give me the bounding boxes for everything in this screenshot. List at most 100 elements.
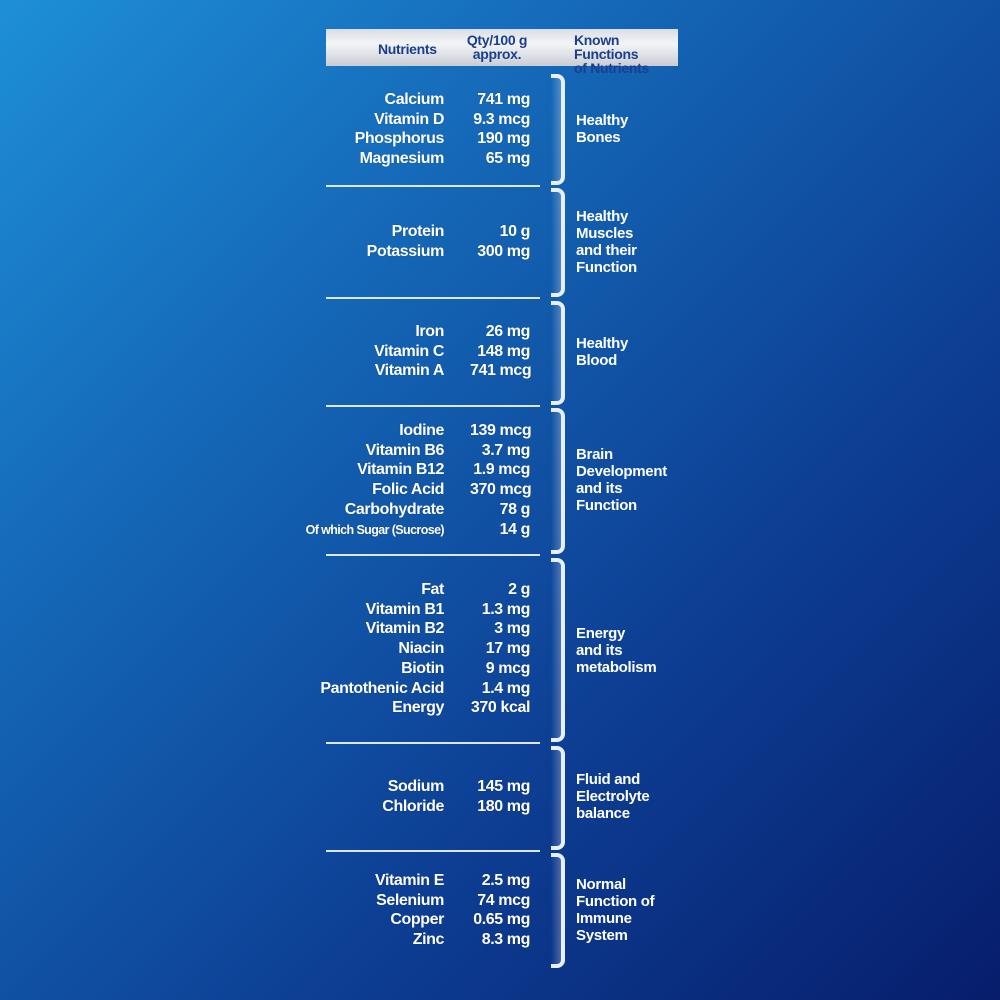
nutrient-row: Niacin 17 mg <box>244 639 530 659</box>
nutrient-name: Biotin <box>401 659 444 677</box>
nutrient-name: Vitamin A <box>374 362 445 380</box>
nutrient-name: Vitamin B12 <box>357 461 444 479</box>
function-line: Immune <box>576 910 632 927</box>
function-line: Development <box>576 463 667 480</box>
nutrient-row: Sodium 145 mg <box>244 777 531 797</box>
function-line: Function <box>576 259 637 276</box>
header-func-line1: Known Functions <box>574 32 639 62</box>
nutrient-name: Potassium <box>366 242 445 260</box>
function-line: balance <box>576 805 630 822</box>
nutrient-qty: 1.3 mg <box>481 600 531 618</box>
nutrient-qty: 26 mg <box>485 323 531 340</box>
nutrient-qty: 0.65 mg <box>473 911 530 929</box>
header-qty: Qty/100 g approx. <box>462 33 532 61</box>
nutrient-row: Iodine 139 mcg <box>244 421 531 441</box>
nutrient-name: Iron <box>415 323 444 340</box>
group-bracket <box>551 301 565 405</box>
function-label: Brain Development and its Function <box>576 446 686 514</box>
function-label: Healthy Bones <box>576 112 686 146</box>
function-line: Bones <box>576 129 621 146</box>
nutrient-row: Of which Sugar (Sucrose) 14 g <box>244 520 531 540</box>
nutrient-row: Vitamin B1 1.3 mg <box>244 600 531 620</box>
header-nutrients: Nutrients <box>378 41 437 57</box>
nutrient-qty: 3 mg <box>494 620 530 638</box>
function-line: Brain <box>576 446 613 463</box>
function-line: Normal <box>576 876 626 893</box>
nutrient-qty: 78 g <box>499 500 531 518</box>
nutrient-row: Iron 26 mg <box>244 322 530 342</box>
nutrient-qty: 139 mcg <box>470 422 532 439</box>
function-line: Muscles <box>576 225 634 242</box>
nutrient-qty: 14 g <box>499 520 531 538</box>
nutrient-qty: 9.3 mcg <box>473 110 530 128</box>
group-bracket <box>551 558 565 742</box>
nutrient-name: Vitamin B2 <box>365 620 445 638</box>
function-label: Fluid and Electrolyte balance <box>576 771 686 822</box>
group-bracket <box>551 746 565 850</box>
nutrient-row: Folic Acid 370 mcg <box>244 480 532 500</box>
header-qty-line2: approx. <box>472 46 522 62</box>
nutrient-name: Vitamin B1 <box>365 600 445 618</box>
nutrient-row: Zinc 8.3 mg <box>244 930 531 950</box>
nutrient-name: Vitamin C <box>374 342 444 360</box>
nutrient-row: Calcium 741 mg <box>244 90 531 110</box>
function-label: Normal Function of Immune System <box>576 876 686 944</box>
group-bracket <box>551 74 565 185</box>
nutrient-qty: 65 mg <box>485 150 531 168</box>
nutrient-name: Protein <box>391 223 445 240</box>
nutrient-row: Vitamin B12 1.9 mcg <box>244 460 530 480</box>
function-line: Energy <box>576 625 626 642</box>
function-line: Function of <box>576 893 655 910</box>
nutrient-row: Carbohydrate 78 g <box>244 500 531 520</box>
nutrient-row: Energy 370 kcal <box>244 698 530 718</box>
function-line: Healthy <box>576 335 629 352</box>
nutrient-qty: 370 kcal <box>470 699 530 717</box>
nutrient-name: Sodium <box>387 778 445 795</box>
function-line: Healthy <box>576 208 629 225</box>
nutrient-qty: 741 mg <box>477 91 530 108</box>
nutrient-qty: 180 mg <box>477 797 530 815</box>
nutrient-name: Of which Sugar (Sucrose) <box>305 522 445 537</box>
nutrient-row: Pantothenic Acid 1.4 mg <box>244 679 530 699</box>
group-divider <box>326 405 540 407</box>
group-bracket <box>551 188 565 297</box>
nutrient-name: Selenium <box>376 891 444 909</box>
nutrient-name: Chloride <box>382 797 444 815</box>
nutrient-qty: 74 mcg <box>477 891 530 909</box>
function-line: and its <box>576 480 623 497</box>
nutrient-name: Pantothenic Acid <box>320 679 444 697</box>
nutrient-row: Vitamin C 148 mg <box>244 342 530 362</box>
nutrient-qty: 1.9 mcg <box>473 461 530 479</box>
nutrient-row: Vitamin A 741 mcg <box>244 361 532 381</box>
nutrient-row: Fat 2 g <box>244 580 530 600</box>
nutrient-row: Selenium 74 mcg <box>244 891 530 911</box>
nutrient-row: Biotin 9 mcg <box>244 659 530 679</box>
nutrient-qty: 741 mcg <box>470 362 532 380</box>
nutrient-qty: 2 g <box>508 581 530 598</box>
nutrient-row: Vitamin B2 3 mg <box>244 619 531 639</box>
nutrient-name: Magnesium <box>359 150 445 168</box>
nutrient-name: Fat <box>421 581 444 598</box>
function-line: Blood <box>576 352 617 369</box>
nutrient-qty: 145 mg <box>477 778 530 795</box>
nutrient-row: Magnesium 65 mg <box>244 149 531 169</box>
nutrient-name: Iodine <box>399 422 444 439</box>
nutrient-qty: 190 mg <box>477 130 530 148</box>
nutrient-qty: 1.4 mg <box>481 679 531 697</box>
nutrient-qty: 300 mg <box>477 242 530 260</box>
nutrient-row: Chloride 180 mg <box>244 797 530 817</box>
nutrient-qty: 3.7 mg <box>481 441 531 459</box>
header-qty-line1: Qty/100 g <box>466 32 528 48</box>
nutrient-qty: 148 mg <box>477 342 530 360</box>
nutrient-name: Folic Acid <box>372 481 444 499</box>
nutrient-name: Niacin <box>398 640 444 658</box>
nutrient-qty: 370 mcg <box>470 481 532 499</box>
function-line: System <box>576 927 628 944</box>
header-func-line2: of Nutrients <box>574 60 649 76</box>
nutrient-name: Phosphorus <box>354 130 445 148</box>
nutrient-row: Phosphorus 190 mg <box>244 129 531 149</box>
nutrient-row: Vitamin E 2.5 mg <box>244 871 530 891</box>
group-divider <box>326 742 540 744</box>
nutrient-name: Zinc <box>412 931 445 949</box>
function-line: and its <box>576 642 623 659</box>
